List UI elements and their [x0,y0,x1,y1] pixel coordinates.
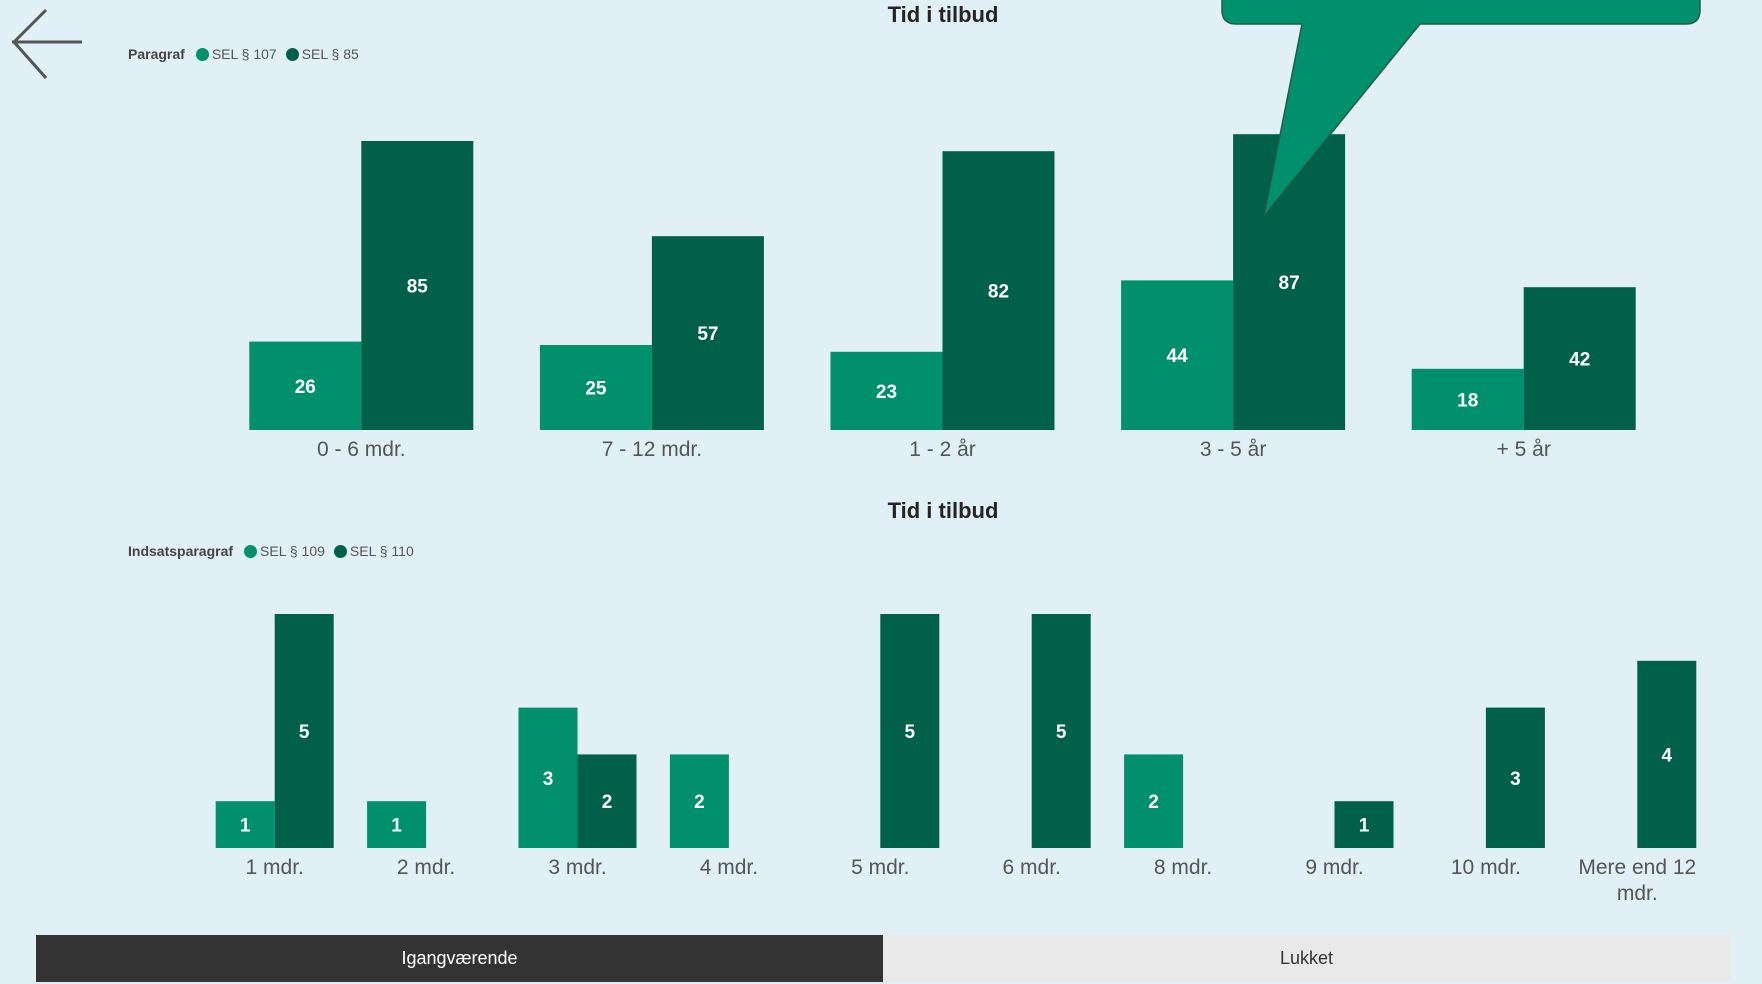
bar-value-label: 82 [988,282,1009,303]
bar-value-label: 5 [905,722,916,743]
chart1-plot: 26 85 0 - 6 mdr. 25 57 7 - 12 mdr. 23 82 1 - 2 å… [249,134,1636,461]
chart2-title: Tid i tilbud [887,498,999,523]
tab-lukket[interactable]: Lukket [883,935,1730,982]
category-label: 7 - 12 mdr. [602,438,702,461]
bar-value-label: 25 [585,379,607,400]
bar-value-label: 1 [240,816,251,837]
category-label: mdr. [1617,882,1658,905]
bar-1-4[interactable] [669,754,729,848]
category-label: 10 mdr. [1451,856,1521,879]
bar-value-label: 87 [1279,273,1300,294]
category-label: 4 mdr. [700,856,758,879]
bar-1-7[interactable] [1124,754,1184,848]
bar-2-3[interactable] [942,151,1055,430]
bar-value-label: 2 [602,792,613,813]
tab-igangvaerende[interactable]: Igangværende [36,935,883,982]
bar-value-label: 2 [1148,792,1159,813]
bar-2-1[interactable] [274,614,334,848]
category-label: 9 mdr. [1305,856,1363,879]
category-label: 0 - 6 mdr. [317,438,406,461]
bar-1-5[interactable] [1411,368,1524,430]
category-label: 5 mdr. [851,856,909,879]
chart2-legend-label-1: SEL § 109 [260,543,325,559]
bar-value-label: 2 [694,792,705,813]
chart1-title: Tid i tilbud [887,2,999,27]
bar-1-3[interactable] [830,351,943,430]
bar-2-3[interactable] [577,754,637,848]
bar-value-label: 42 [1569,350,1590,371]
bar-value-label: 5 [1056,722,1067,743]
category-label: 1 - 2 år [909,438,976,461]
category-label: 1 mdr. [246,856,304,879]
bar-value-label: 44 [1167,346,1189,367]
bar-1-1[interactable] [249,341,362,430]
legend-dot-icon [333,544,347,558]
bar-2-9[interactable] [1485,707,1545,848]
bar-1-2[interactable] [539,345,652,430]
bar-value-label: 23 [876,382,897,403]
bar-value-label: 3 [543,769,554,790]
bar-2-2[interactable] [651,236,764,430]
bar-value-label: 1 [1359,816,1370,837]
bar-2-5[interactable] [1523,287,1636,430]
bar-2-8[interactable] [1334,801,1394,848]
category-label: 8 mdr. [1154,856,1212,879]
bar-value-label: 85 [407,277,429,298]
bar-value-label: 3 [1510,769,1521,790]
bar-value-label: 26 [295,377,316,398]
bar-2-6[interactable] [1031,614,1091,848]
bar-value-label: 18 [1457,390,1478,411]
bar-1-4[interactable] [1121,280,1234,430]
legend-dot-icon [244,544,258,558]
chart1-legend-item-1[interactable]: SEL § 107 [195,46,277,62]
category-label: 6 mdr. [1003,856,1061,879]
bar-2-10[interactable] [1637,660,1697,848]
legend-dot-icon [285,47,299,61]
chart1-legend-title: Paragraf [128,46,185,62]
chart1-legend-label-1: SEL § 107 [211,46,277,62]
chart2-plot: 1 5 1 mdr. 1 2 mdr. 3 2 3 mdr. 2 4 mdr. 5 5 mdr. 5 6 … [215,614,1697,905]
chart2-legend-item-2[interactable]: SEL § 110 [333,543,414,559]
category-label: Mere end 12 [1578,856,1696,879]
bar-1-2[interactable] [367,801,427,848]
bar-2-1[interactable] [361,141,474,430]
category-label: 3 - 5 år [1200,438,1267,461]
bar-1-1[interactable] [215,801,275,848]
bar-1-3[interactable] [518,707,578,848]
chart1-legend-label-2: SEL § 85 [301,46,359,62]
bar-value-label: 57 [697,324,718,345]
status-tabs: Igangværende Lukket [36,935,1730,982]
category-label: 2 mdr. [397,856,455,879]
chart1-legend: Paragraf SEL § 107 SEL § 85 [128,46,363,62]
chart2-legend-item-1[interactable]: SEL § 109 [244,543,325,559]
chart1-legend-item-2[interactable]: SEL § 85 [285,46,359,62]
category-label: + 5 år [1497,438,1551,461]
legend-dot-icon [195,47,209,61]
bar-value-label: 4 [1662,745,1673,766]
bar-value-label: 5 [299,722,310,743]
chart2-legend-title: Indsatsparagraf [128,543,234,559]
category-label: 3 mdr. [548,856,606,879]
chart2-legend-label-2: SEL § 110 [349,543,414,559]
bar-2-5[interactable] [880,614,940,848]
bar-value-label: 1 [391,816,402,837]
chart2-legend: Indsatsparagraf SEL § 109 SEL § 110 [128,543,418,559]
back-arrow-icon[interactable] [6,6,86,82]
